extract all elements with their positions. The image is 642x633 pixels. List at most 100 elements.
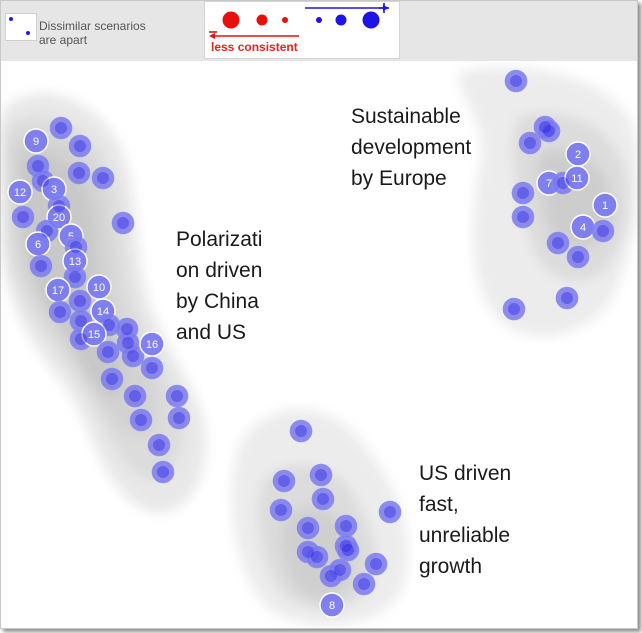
scenario-point-label: 2 — [575, 149, 581, 161]
scenario-point — [364, 552, 388, 576]
scenario-point-core — [157, 466, 169, 478]
scenario-point-core — [543, 125, 555, 137]
scenario-point-core — [517, 211, 529, 223]
more-consistent-small-dot — [316, 17, 322, 23]
scenario-point-core — [69, 271, 81, 283]
scenario-point-core — [524, 137, 536, 149]
scenario-point-core — [302, 546, 314, 558]
scenario-point — [319, 592, 345, 618]
scenario-point-core — [70, 241, 82, 253]
consistency-legend-graphic — [209, 3, 389, 39]
scenario-point-core — [311, 551, 323, 563]
scenario-point-core — [53, 200, 65, 212]
scenario-point-core — [278, 475, 290, 487]
scenario-point-core — [275, 504, 287, 516]
scenario-point-core — [539, 121, 551, 133]
scenario-point-core — [340, 520, 352, 532]
scenario-point — [11, 205, 35, 229]
scenario-point-core — [295, 425, 307, 437]
scenario-point — [91, 166, 115, 190]
legend-dot — [26, 31, 30, 35]
scenario-point — [504, 69, 528, 93]
scenario-point — [167, 406, 191, 430]
more-consistent-medium-dot — [335, 14, 347, 26]
consistent-scenario-points — [17, 75, 609, 590]
scenario-point — [151, 460, 175, 484]
scenario-point-core — [117, 217, 129, 229]
scenario-point-core — [35, 260, 47, 272]
scenario-point-core — [17, 211, 29, 223]
scenario-point — [121, 344, 145, 368]
scenario-point-core — [41, 225, 53, 237]
scenario-point-core — [561, 292, 573, 304]
scenario-point-core — [129, 390, 141, 402]
scenario-point-core — [334, 564, 346, 576]
scenario-point-core — [325, 570, 337, 582]
scenario-map: 912320561317101415162711148 — [1, 67, 637, 626]
scenario-point-core — [146, 362, 158, 374]
scenario-points: 912320561317101415162711148 — [7, 69, 618, 618]
scenario-point — [537, 119, 561, 143]
scenario-point-core — [171, 390, 183, 402]
scenario-point-label: 8 — [329, 600, 335, 612]
dissimilar-legend-text: Dissimilar scenarios are apart — [39, 19, 146, 47]
scenario-point-core — [97, 172, 109, 184]
scenario-point — [305, 545, 329, 569]
scenario-point — [289, 419, 313, 443]
scenario-point — [68, 134, 92, 158]
scenario-point — [272, 469, 296, 493]
scenario-point — [566, 245, 590, 269]
scenario-point-label: 10 — [93, 282, 105, 294]
scenario-point-label: 6 — [35, 239, 41, 251]
scenario-point-core — [173, 412, 185, 424]
scenario-point-core — [74, 295, 86, 307]
scenario-point — [48, 300, 72, 324]
scenario-point-core — [384, 506, 396, 518]
scenario-point-core — [315, 469, 327, 481]
scenario-point-core — [106, 373, 118, 385]
scenario-point-core — [597, 225, 609, 237]
scenario-point-core — [122, 337, 134, 349]
scenario-point — [81, 321, 107, 347]
scenario-point-core — [75, 333, 87, 345]
scenario-point-core — [517, 187, 529, 199]
scenario-point — [100, 367, 124, 391]
consistency-legend: less consistent — [204, 1, 400, 59]
scenario-point — [592, 192, 618, 218]
dissimilar-legend-box — [5, 13, 37, 41]
scenario-point-label: 12 — [14, 187, 26, 199]
scenario-point-label: 4 — [580, 222, 586, 234]
scenario-point-core — [358, 578, 370, 590]
scenario-point — [63, 265, 87, 289]
less-consistent-large-dot — [222, 11, 240, 29]
more-consistent-large-dot — [362, 11, 380, 29]
scenario-point-core — [54, 306, 66, 318]
legend-bar: Dissimilar scenarios are apart less cons… — [1, 1, 637, 61]
scenario-point — [296, 516, 320, 540]
scenario-point-core — [317, 493, 329, 505]
scenario-point-core — [370, 558, 382, 570]
consistency-legend-label: less consistent — [211, 40, 298, 54]
scenario-point — [591, 219, 615, 243]
scenario-point — [96, 340, 120, 364]
scenario-point — [129, 408, 153, 432]
scenario-point-label: 13 — [69, 256, 81, 268]
scenario-point — [139, 331, 165, 357]
scenario-point-label: 11 — [571, 173, 582, 185]
scenario-point-core — [55, 122, 67, 134]
scenario-point — [309, 463, 333, 487]
scenario-point — [111, 211, 135, 235]
scenario-point-core — [127, 350, 139, 362]
scenario-point — [269, 498, 293, 522]
scenario-point-label: 7 — [546, 178, 552, 190]
scenario-point — [7, 179, 33, 205]
less-consistent-medium-dot — [256, 14, 268, 26]
scenario-point-core — [73, 167, 85, 179]
scenario-point-label: 17 — [52, 285, 64, 297]
scenario-point-core — [508, 303, 520, 315]
scenario-point-core — [75, 315, 87, 327]
scenario-point — [23, 128, 49, 154]
region-label-us-fast: US driven fast, unreliable growth — [419, 462, 512, 578]
scenario-point — [378, 500, 402, 524]
